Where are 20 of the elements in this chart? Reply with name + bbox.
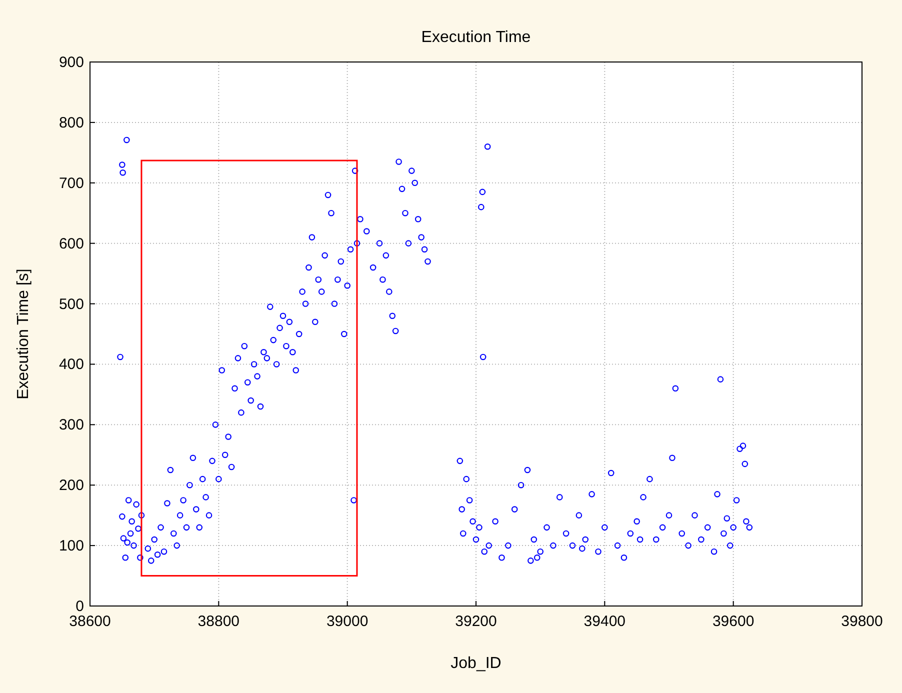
y-tick-label: 300 (58, 416, 84, 434)
y-tick-label: 100 (58, 538, 84, 555)
y-tick-label: 600 (58, 235, 84, 252)
x-tick-label: 39600 (712, 613, 754, 630)
x-tick-label: 38800 (198, 613, 240, 630)
x-tick-label: 39800 (841, 613, 883, 630)
x-tick-label: 39000 (326, 613, 368, 630)
y-axis-title: Execution Time [s] (15, 268, 32, 400)
x-tick-label: 38600 (69, 613, 111, 630)
x-tick-label: 39400 (584, 613, 626, 630)
y-tick-label: 900 (58, 54, 84, 71)
chart-title: Execution Time (421, 29, 531, 46)
y-tick-label: 400 (58, 356, 84, 374)
x-tick-label: 39200 (455, 613, 497, 630)
y-tick-label: 200 (58, 477, 84, 494)
x-axis-title: Job_ID (450, 655, 502, 672)
y-tick-label: 0 (76, 598, 84, 615)
y-tick-label: 500 (58, 296, 84, 313)
y-tick-label: 800 (58, 114, 84, 132)
y-tick-label: 700 (58, 174, 84, 192)
